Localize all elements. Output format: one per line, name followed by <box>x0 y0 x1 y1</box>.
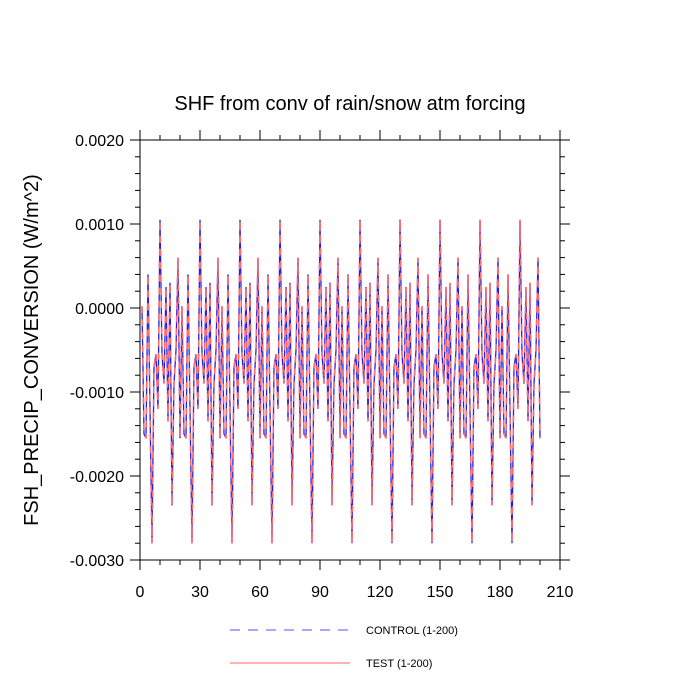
x-tick-labels: 0 30 60 90 120 150 180 210 <box>136 584 574 601</box>
y-tick-label: 0.0010 <box>75 217 124 234</box>
x-tick-label: 210 <box>547 584 574 601</box>
y-tick-label: -0.0010 <box>70 385 124 402</box>
x-tick-label: 60 <box>251 584 269 601</box>
x-tick-label: 0 <box>136 584 145 601</box>
chart-title: SHF from conv of rain/snow atm forcing <box>174 93 525 115</box>
y-axis-label: FSH_PRECIP_CONVERSION (W/m^2) <box>21 174 43 526</box>
x-tick-label: 30 <box>191 584 209 601</box>
x-tick-label: 90 <box>311 584 329 601</box>
x-tick-label: 150 <box>427 584 454 601</box>
y-tick-labels: -0.0030 -0.0020 -0.0010 0.0000 0.0010 0.0020 <box>70 133 124 570</box>
x-tick-label: 120 <box>367 584 394 601</box>
y-tick-label: -0.0020 <box>70 469 124 486</box>
y-tick-label: 0.0020 <box>75 133 124 150</box>
series-line-test <box>141 219 541 544</box>
y-tick-label: -0.0030 <box>70 553 124 570</box>
y-tick-label: 0.0000 <box>75 301 124 318</box>
legend: CONTROL (1-200) TEST (1-200) <box>230 625 458 670</box>
plot-frame <box>139 139 561 561</box>
ticks <box>130 130 570 570</box>
plot-lines <box>141 219 541 544</box>
legend-label-test: TEST (1-200) <box>366 658 432 670</box>
x-tick-label: 180 <box>487 584 514 601</box>
legend-label-control: CONTROL (1-200) <box>366 625 458 637</box>
